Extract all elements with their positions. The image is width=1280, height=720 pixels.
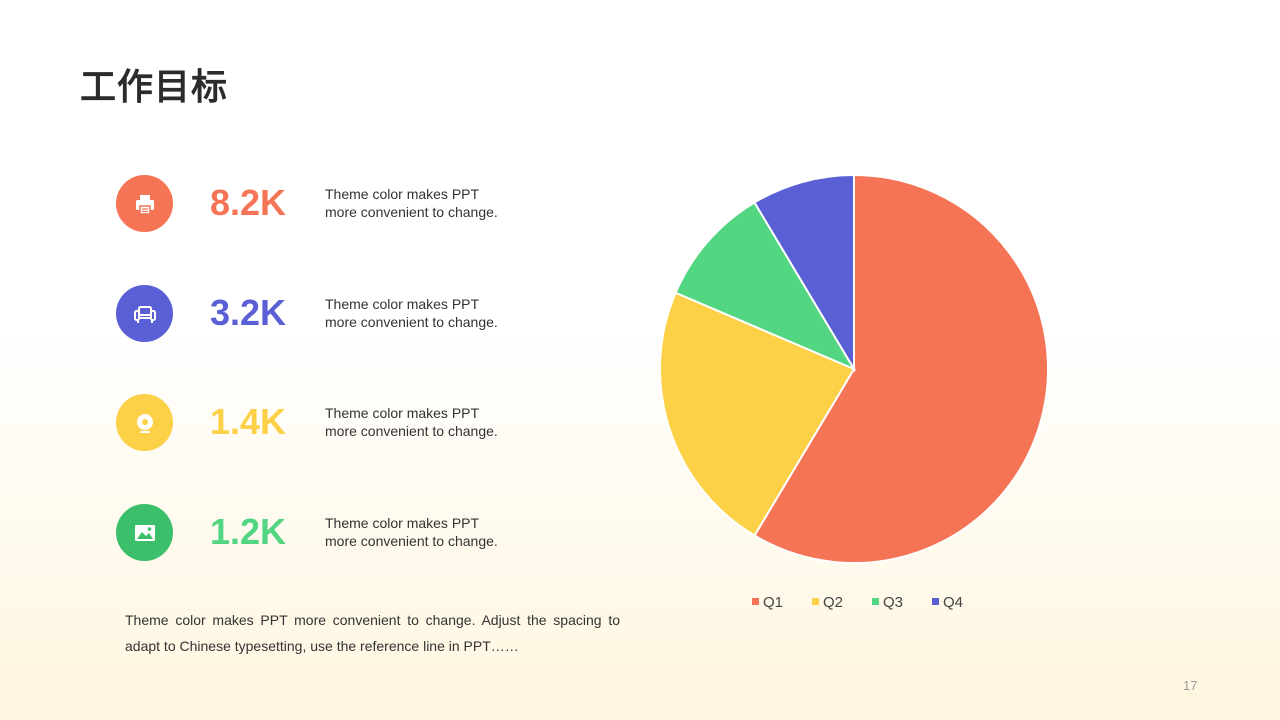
metric-desc-3: Theme color makes PPT more convenient to…: [325, 404, 565, 440]
pie-chart-svg: Q1 Q2 Q3 Q4: [659, 173, 1049, 611]
legend-label-q2: Q2: [823, 594, 843, 611]
metric-desc-line-1: Theme color makes PPT: [325, 296, 480, 312]
metric-desc-4: Theme color makes PPT more convenient to…: [325, 514, 565, 550]
metric-desc-line-1: Theme color makes PPT: [325, 405, 480, 421]
metric-desc-line-2: more convenient to change.: [325, 314, 498, 330]
legend-swatch-q2: [812, 598, 819, 605]
metric-item-1: 8.2K Theme color makes PPT more convenie…: [116, 175, 616, 233]
disc-icon: [136, 413, 153, 433]
legend-label-q1: Q1: [763, 594, 783, 611]
legend-swatch-q3: [872, 598, 879, 605]
metric-value-4: 1.2K: [210, 511, 287, 552]
pie-slice-q1: [753, 173, 1049, 564]
page-number: 17: [1183, 678, 1198, 693]
metric-item-2: 3.2K Theme color makes PPT more convenie…: [116, 285, 616, 343]
metric-icon-circle-1: [116, 175, 173, 232]
image-icon: [134, 524, 155, 541]
page-title: 工作目标: [80, 67, 229, 108]
metric-desc-line-2: more convenient to change.: [325, 423, 498, 439]
metric-icon-circle-2: [116, 285, 173, 342]
pie-slice-q2: [659, 291, 856, 537]
metric-desc-line-1: Theme color makes PPT: [325, 515, 480, 531]
metric-icon-circle-3: [116, 394, 173, 451]
metric-desc-line-2: more convenient to change.: [325, 204, 498, 220]
pie-slice-q3: [674, 201, 857, 372]
legend-swatch-q4: [932, 598, 939, 605]
metric-desc-line-2: more convenient to change.: [325, 533, 498, 549]
legend-label-q4: Q4: [943, 594, 963, 611]
metric-value-3: 1.4K: [210, 401, 287, 442]
legend-label-q3: Q3: [883, 594, 903, 611]
pie-slice-q4: [753, 173, 855, 373]
sofa-icon: [133, 305, 156, 323]
metric-icon-circle-4: [116, 504, 173, 561]
metric-desc-1: Theme color makes PPT more convenient to…: [325, 185, 565, 221]
metric-desc-2: Theme color makes PPT more convenient to…: [325, 295, 565, 331]
summary-text: Theme color makes PPT more convenient to…: [125, 612, 620, 654]
metric-desc-line-1: Theme color makes PPT: [325, 186, 480, 202]
metric-item-4: 1.2K Theme color makes PPT more convenie…: [116, 504, 616, 562]
metric-value-1: 8.2K: [210, 182, 287, 223]
pie-chart: Q1 Q2 Q3 Q4: [640, 160, 1070, 630]
metric-item-3: 1.4K Theme color makes PPT more convenie…: [116, 394, 616, 452]
legend-swatch-q1: [752, 598, 759, 605]
metric-value-2: 3.2K: [210, 292, 287, 333]
printer-icon: [135, 194, 154, 215]
